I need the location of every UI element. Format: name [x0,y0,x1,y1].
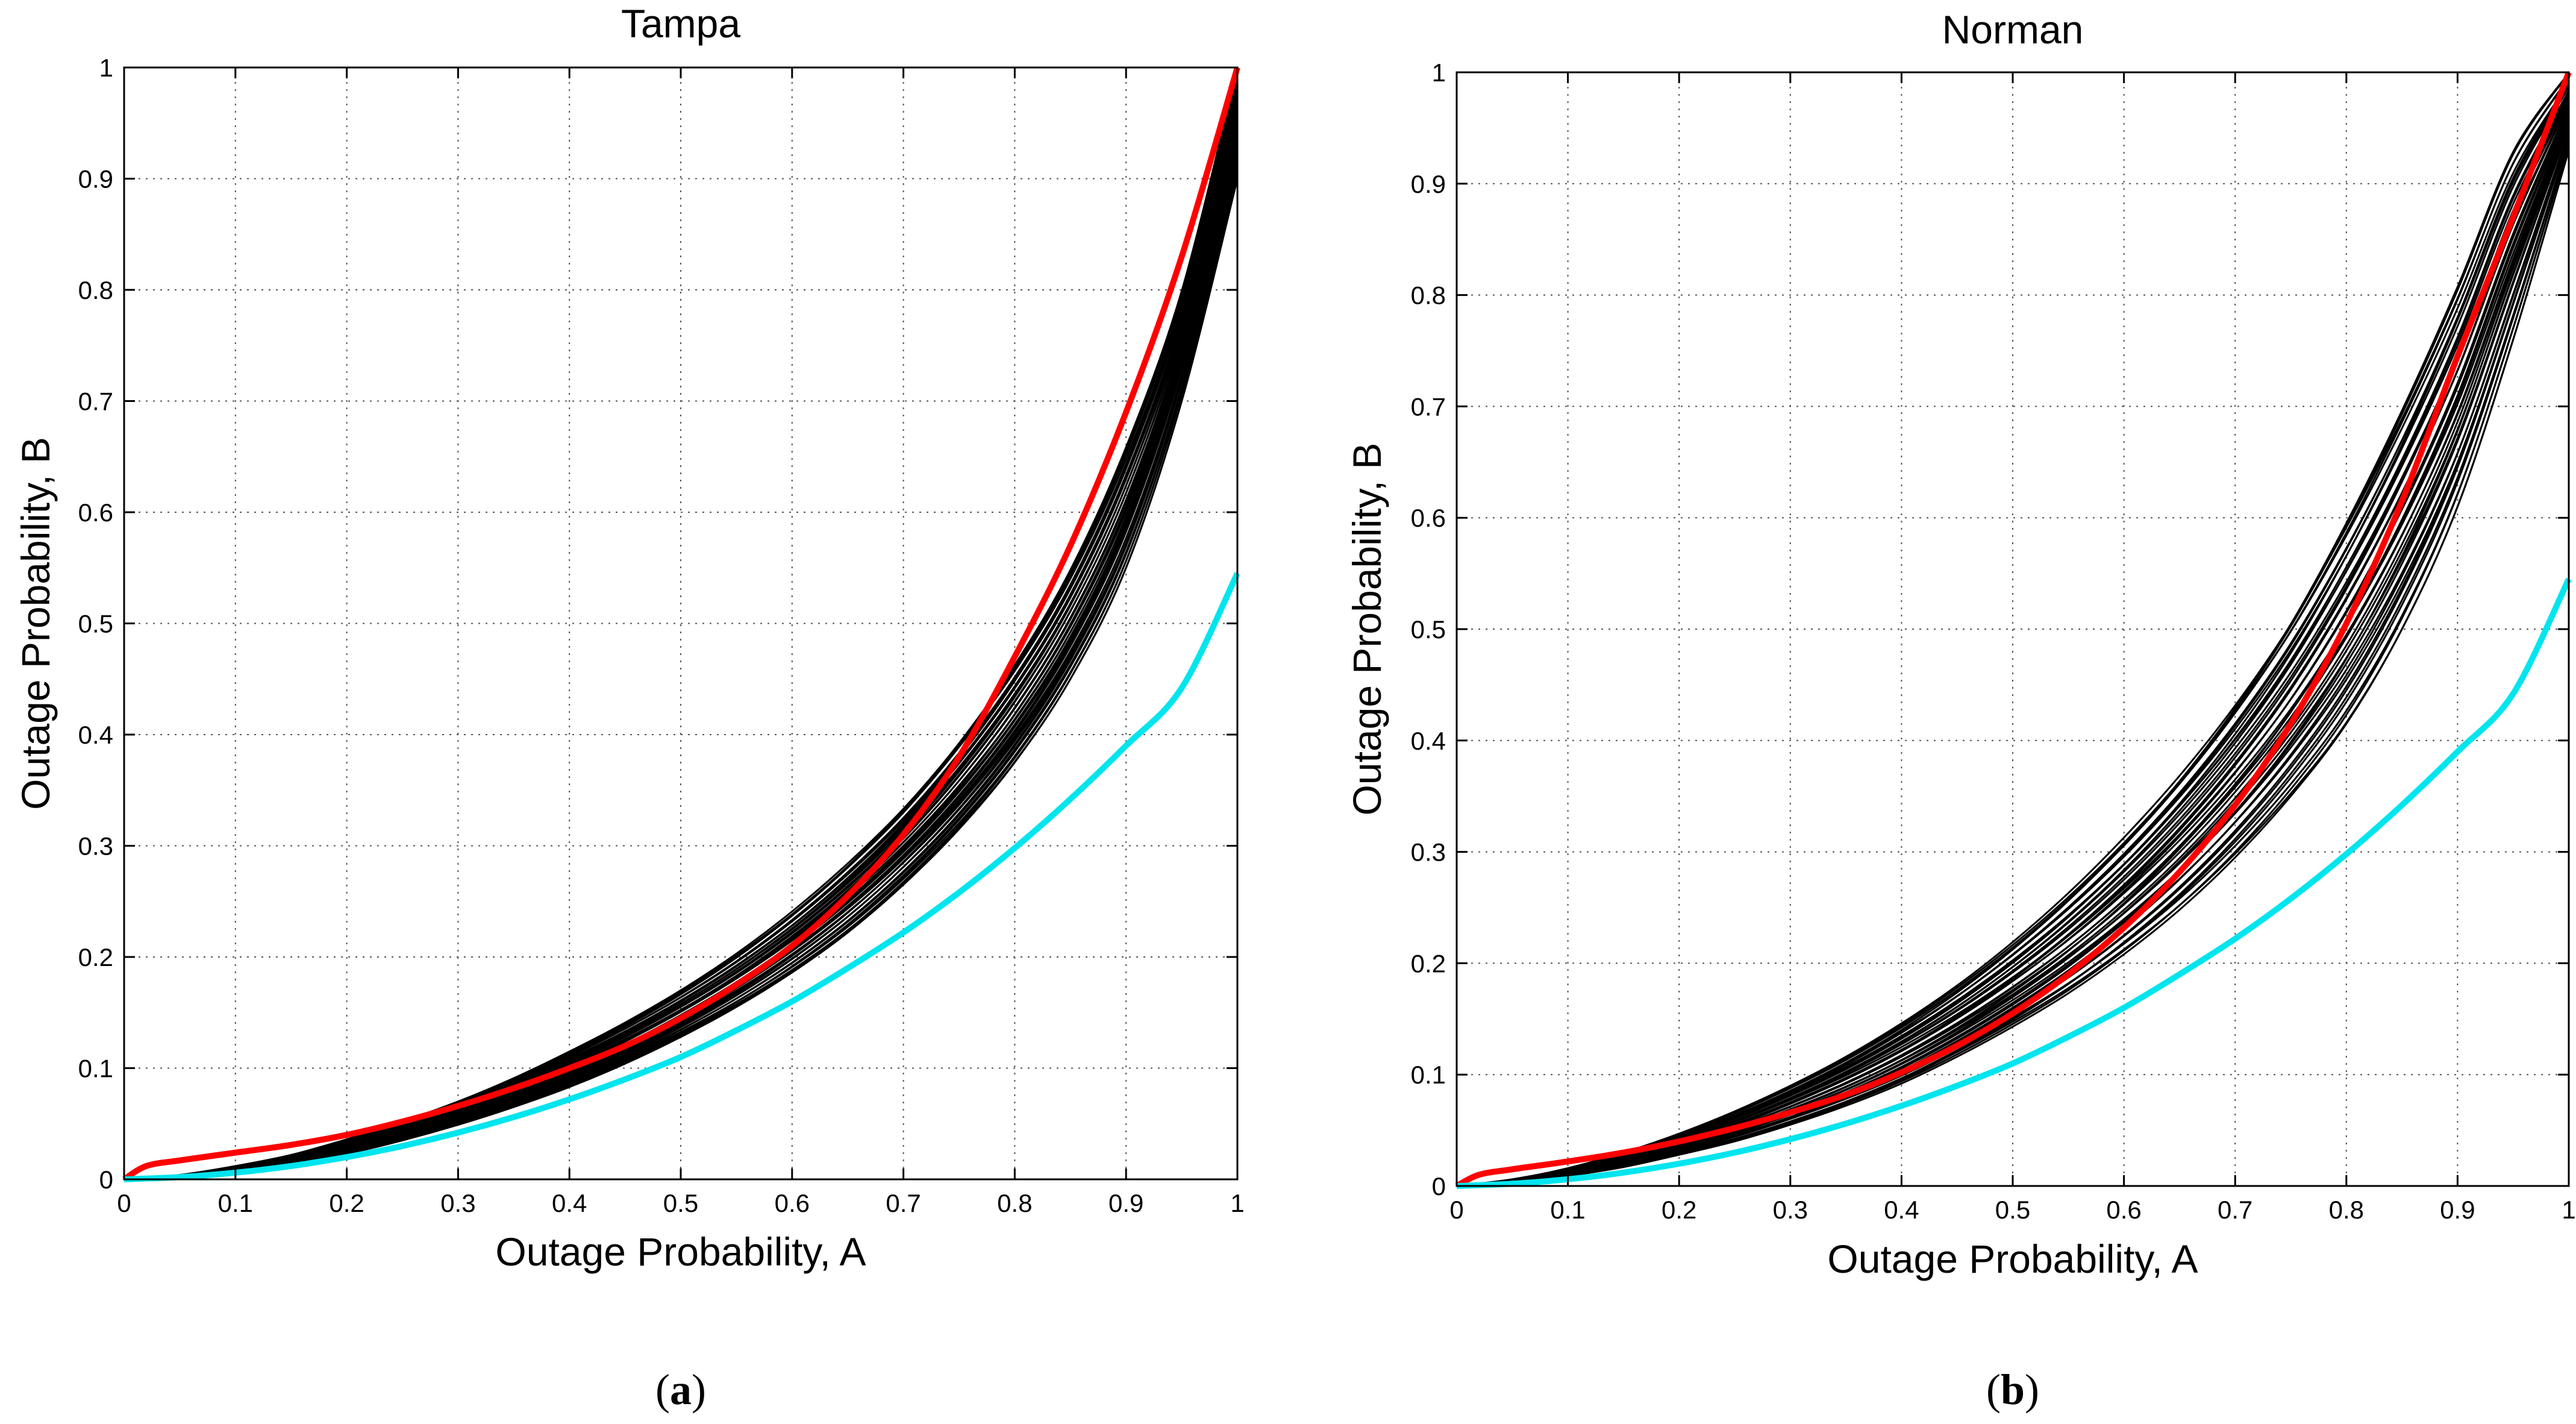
ensemble-line [1456,121,2570,1187]
chart-title: Norman [1942,7,2084,52]
x-tick-label: 0.3 [1773,1196,1808,1224]
x-tick-label: 0.8 [997,1189,1032,1217]
x-axis-label: Outage Probability, A [1827,1237,2198,1281]
x-tick-label: 0.9 [2440,1196,2475,1224]
x-tick-label: 0.1 [1550,1196,1585,1224]
x-tick-label: 0.1 [218,1189,253,1217]
y-tick-label: 0.7 [78,387,113,416]
ensemble-line [1456,149,2570,1187]
x-tick-label: 0.7 [2218,1196,2252,1224]
y-tick-label: 0.4 [78,721,113,749]
y-tick-label: 0.6 [1411,504,1446,532]
x-tick-label: 0.6 [2106,1196,2141,1224]
y-tick-label: 0.7 [1411,392,1446,421]
grid [124,67,1237,1179]
x-tick-label: 0 [117,1189,131,1217]
x-tick-label: 0.8 [2329,1196,2364,1224]
y-tick-label: 0.5 [78,610,113,638]
x-tick-label: 0.2 [329,1189,364,1217]
x-tick-label: 1 [2562,1196,2575,1224]
ensemble-line [1456,134,2570,1187]
x-tick-label: 0.4 [552,1189,587,1217]
y-tick-label: 0.4 [1411,727,1446,755]
y-axis-label: Outage Probability, B [1345,443,1389,816]
y-tick-label: 0.9 [1411,170,1446,198]
x-axis-label: Outage Probability, A [495,1229,866,1274]
series-line-red [122,66,1240,1182]
ensemble-line [123,75,1239,1181]
y-axis-label: Outage Probability, B [13,437,58,810]
y-tick-label: 0 [1432,1172,1446,1200]
x-tick-label: 0.9 [1108,1189,1143,1217]
series-line-cyan [123,572,1240,1182]
x-tick-label: 0.6 [775,1189,810,1217]
y-tick-label: 1 [1432,58,1446,87]
x-tick-label: 0.7 [886,1189,921,1217]
x-tick-label: 1 [1230,1189,1244,1217]
ensemble-line [1456,73,2570,1187]
y-tick-label: 0.3 [78,832,113,861]
y-tick-label: 0.3 [1411,838,1446,867]
y-tick-label: 0.1 [78,1055,113,1083]
y-tick-label: 0.6 [78,498,113,527]
x-tick-label: 0.5 [663,1189,698,1217]
x-tick-label: 0.5 [1995,1196,2030,1224]
series-line-cyan [1456,577,2572,1189]
panel-caption: (a) [655,1366,706,1414]
y-tick-label: 0.5 [1411,615,1446,644]
ensemble-line [1456,99,2570,1187]
y-tick-label: 0.2 [1411,949,1446,977]
panel-caption: (b) [1986,1366,2039,1414]
chart-title: Tampa [621,1,740,46]
y-tick-label: 1 [99,54,113,82]
ensemble-line [1456,77,2570,1187]
x-tick-label: 0.3 [440,1189,475,1217]
y-tick-label: 0 [99,1165,113,1194]
y-tick-label: 0.8 [78,276,113,304]
chart-panel-norman: 0 0.1 0.2 0.3 0.4 0.5 0.6 0.7 0.8 0.9 1 0 0.1 0.2 0.3 0… [1345,7,2576,1414]
x-tick-label: 0.4 [1884,1196,1919,1224]
ensemble-line [123,138,1239,1181]
y-tick-label: 0.8 [1411,281,1446,310]
series-line-red [1455,71,2572,1189]
y-tick-label: 0.9 [78,165,113,193]
ensemble-line [1456,149,2570,1187]
x-tick-label: 0 [1449,1196,1463,1224]
x-tick-label: 0.2 [1662,1196,1696,1224]
y-tick-label: 0.2 [78,943,113,971]
chart-panel-tampa: 0 0.1 0.2 0.3 0.4 0.5 0.6 0.7 0.8 0.9 1 0 0.1 0.2 0.3 0… [13,1,1245,1414]
y-tick-label: 0.1 [1411,1061,1446,1089]
